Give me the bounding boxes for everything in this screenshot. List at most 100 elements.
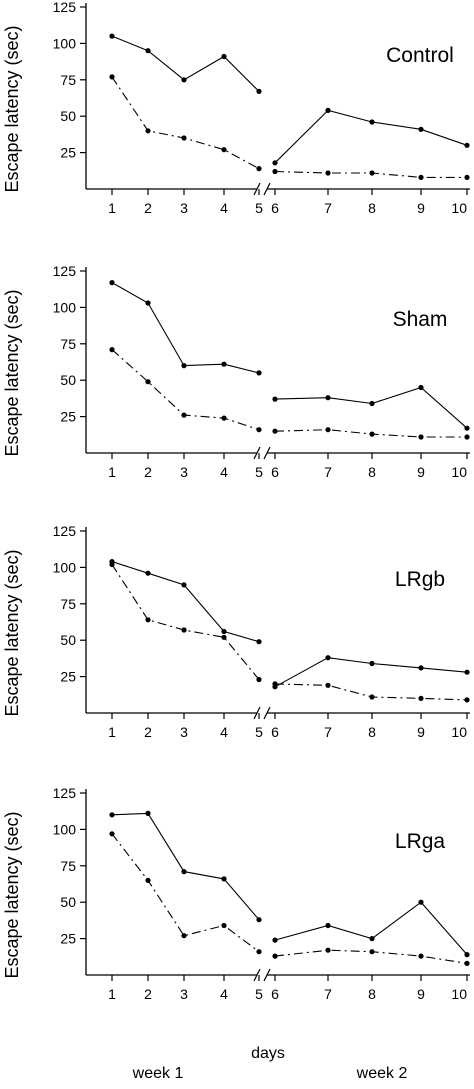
- data-point: [325, 427, 331, 433]
- data-point: [369, 170, 375, 176]
- data-point: [221, 147, 227, 153]
- series-line-week1: [111, 833, 260, 953]
- data-point: [325, 170, 331, 176]
- data-point: [256, 949, 262, 955]
- data-point: [418, 899, 424, 905]
- y-tick-label: 25: [60, 931, 76, 947]
- data-point: [418, 665, 424, 671]
- data-point: [221, 415, 227, 421]
- x-tick-label: 2: [144, 724, 152, 740]
- data-point: [181, 582, 187, 588]
- data-point: [109, 33, 115, 39]
- data-point: [369, 660, 375, 667]
- x-tick-label: 5: [255, 724, 263, 740]
- y-tick-label: 50: [60, 372, 76, 388]
- data-point: [464, 174, 470, 180]
- data-point: [109, 812, 115, 818]
- x-tick-label: 6: [271, 986, 279, 1002]
- x-tick-label: 7: [324, 200, 332, 216]
- x-tick-label: 1: [108, 200, 116, 216]
- series-line-week1: [111, 282, 260, 374]
- data-point: [325, 922, 331, 929]
- y-axis-label: Escape latency (sec): [2, 25, 22, 192]
- data-point: [272, 937, 278, 943]
- data-point: [221, 53, 227, 60]
- data-point: [369, 936, 375, 942]
- data-point: [145, 379, 151, 385]
- x-tick-label: 10: [451, 464, 467, 480]
- y-tick-label: 125: [53, 785, 77, 801]
- x-tick-label: 6: [271, 200, 279, 216]
- x-tick-label: 4: [220, 464, 228, 480]
- data-point: [418, 953, 424, 959]
- data-point: [256, 166, 262, 172]
- x-tick-label: 8: [368, 986, 376, 1002]
- data-point: [145, 128, 151, 134]
- data-point: [256, 88, 262, 94]
- data-point: [464, 697, 470, 703]
- data-point: [145, 810, 151, 817]
- data-point: [181, 869, 187, 875]
- x-tick-label: 10: [451, 200, 467, 216]
- y-tick-label: 100: [53, 559, 77, 575]
- data-point: [369, 119, 375, 125]
- panel-title: Sham: [393, 308, 448, 331]
- data-point: [256, 639, 262, 645]
- data-point: [272, 681, 278, 687]
- data-point: [181, 627, 187, 633]
- x-tick-label: 3: [180, 200, 188, 216]
- panel-title: LRgb: [395, 568, 445, 591]
- series-line-week2: [274, 109, 468, 164]
- y-tick-label: 125: [53, 263, 77, 279]
- y-tick-label: 50: [60, 894, 76, 910]
- axis-break-mark: [253, 182, 271, 196]
- x-tick-label: 3: [180, 986, 188, 1002]
- data-point: [181, 135, 187, 141]
- data-point: [145, 617, 151, 623]
- x-tick-label: 8: [368, 724, 376, 740]
- y-tick-label: 75: [60, 72, 76, 88]
- x-tick-label: 1: [108, 464, 116, 480]
- footer-days-label: days: [251, 1045, 285, 1062]
- y-axis-label: Escape latency (sec): [2, 289, 22, 456]
- data-point: [418, 126, 424, 132]
- y-tick-label: 100: [53, 821, 77, 837]
- x-tick-label: 7: [324, 986, 332, 1002]
- data-point: [109, 280, 115, 286]
- y-tick-label: 25: [60, 669, 76, 685]
- data-point: [464, 960, 470, 967]
- footer-week2-label: week 2: [356, 1065, 408, 1082]
- data-point: [325, 655, 331, 661]
- y-tick-label: 100: [53, 35, 77, 51]
- data-point: [272, 160, 278, 166]
- data-point: [145, 877, 151, 884]
- data-point: [181, 77, 187, 83]
- x-tick-label: 6: [271, 464, 279, 480]
- data-point: [325, 395, 331, 401]
- data-point: [221, 634, 227, 640]
- y-tick-label: 50: [60, 108, 76, 124]
- data-point: [181, 363, 187, 369]
- x-tick-label: 2: [144, 986, 152, 1002]
- x-tick-label: 9: [417, 464, 425, 480]
- data-point: [272, 396, 278, 402]
- x-tick-label: 5: [255, 200, 263, 216]
- data-point: [256, 917, 262, 923]
- data-point: [369, 400, 375, 407]
- axis-break-mark: [253, 968, 271, 982]
- y-tick-label: 50: [60, 632, 76, 648]
- x-tick-label: 5: [255, 986, 263, 1002]
- series-line-week1: [111, 349, 260, 431]
- x-tick-label: 9: [417, 986, 425, 1002]
- data-point: [272, 428, 278, 434]
- series-line-week2: [274, 386, 468, 429]
- x-tick-label: 3: [180, 464, 188, 480]
- data-point: [464, 425, 470, 431]
- data-point: [221, 628, 227, 635]
- data-point: [272, 953, 278, 959]
- y-tick-label: 25: [60, 145, 76, 161]
- data-point: [325, 682, 331, 688]
- data-point: [221, 922, 227, 929]
- x-tick-label: 4: [220, 200, 228, 216]
- data-point: [418, 174, 424, 180]
